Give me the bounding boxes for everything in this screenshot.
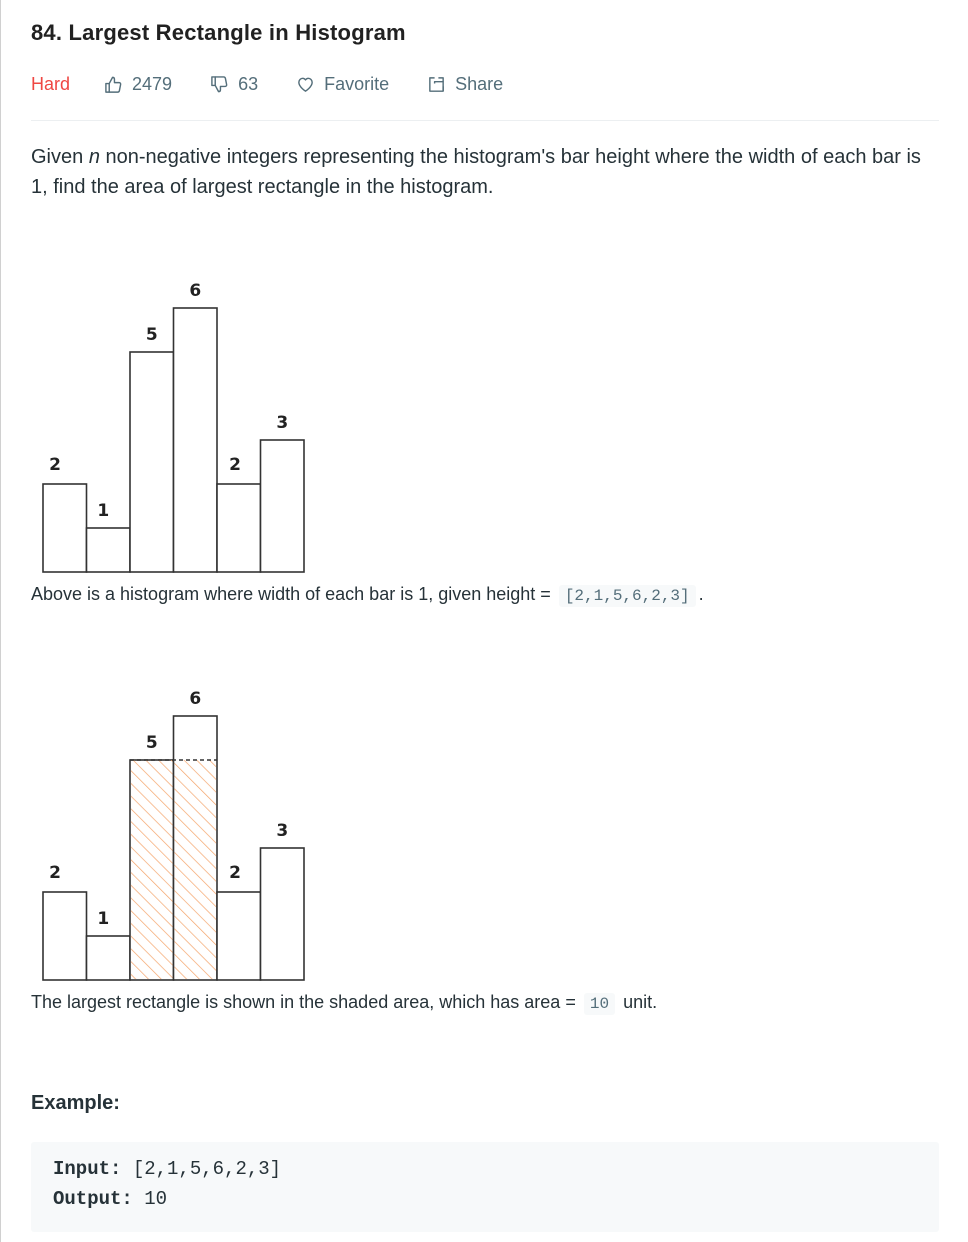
histogram-bar-1 — [42, 483, 88, 573]
share-label: Share — [455, 73, 504, 94]
shaded-area-segment-3 — [131, 760, 173, 979]
histogram-bar-6 — [259, 439, 305, 573]
caption-2-text: The largest rectangle is shown in the sh… — [31, 992, 576, 1012]
example-heading: Example: — [31, 1092, 120, 1114]
like-count: 2479 — [132, 73, 173, 94]
favorite-button[interactable]: Favorite — [296, 74, 389, 95]
histogram-bar-6 — [259, 847, 305, 981]
caption-2-code: 10 — [583, 993, 616, 1015]
caption-1-end: . — [698, 584, 704, 604]
histogram-bar-label-3: 5 — [146, 733, 158, 753]
histogram-bar-2 — [85, 527, 131, 573]
histogram-bar-label-5: 2 — [229, 455, 241, 475]
histogram-bar-label-6: 3 — [276, 413, 288, 433]
caption-1-code: [2,1,5,6,2,3] — [558, 585, 696, 607]
problem-title: 84. Largest Rectangle in Histogram — [31, 20, 406, 45]
histogram-caption-2: The largest rectangle is shown in the sh… — [31, 992, 658, 1015]
histogram-bar-label-4: 6 — [189, 281, 201, 301]
difficulty-badge: Hard — [31, 73, 71, 94]
histogram-caption-1: Above is a histogram where width of each… — [31, 584, 704, 607]
histogram-bar-2 — [85, 935, 131, 981]
histogram-bar-5 — [216, 483, 262, 573]
histogram-bar-1 — [42, 891, 88, 981]
histogram-bar-label-6: 3 — [276, 821, 288, 841]
like-button[interactable]: 2479 — [104, 74, 172, 95]
histogram-bar-label-3: 5 — [146, 325, 158, 345]
example-output-label: Output: — [53, 1188, 133, 1210]
example-output-line: Output: 10 — [53, 1188, 167, 1210]
histogram-figure-1: 2 1 5 6 2 3 — [42, 281, 305, 573]
caption-1-text: Above is a histogram where width of each… — [31, 584, 551, 604]
thumbs-up-icon — [105, 76, 122, 93]
favorite-label: Favorite — [324, 73, 390, 94]
histogram-bar-3 — [129, 351, 175, 573]
histogram-bar-label-5: 2 — [229, 863, 241, 883]
heart-icon — [298, 77, 313, 92]
example-output-value: 10 — [132, 1188, 168, 1210]
example-input-label: Input: — [53, 1158, 122, 1180]
histogram-figure-2: 2 1 5 6 2 3 — [42, 689, 305, 981]
description-text-start: Given — [31, 146, 89, 168]
dislike-button[interactable]: 63 — [210, 74, 258, 95]
histogram-bar-label-1: 2 — [49, 455, 61, 475]
histogram-bar-5 — [216, 891, 262, 981]
example-input-value: [2,1,5,6,2,3] — [121, 1158, 282, 1180]
share-button[interactable]: Share — [427, 74, 503, 95]
problem-description: Given n non-negative integers representi… — [31, 142, 939, 202]
histogram-bar-label-2: 1 — [97, 909, 109, 929]
description-variable-n: n — [88, 146, 100, 168]
description-text-end: non-negative integers representing the h… — [31, 146, 921, 198]
histogram-bar-label-1: 2 — [49, 863, 61, 883]
shaded-area-segment-4 — [174, 760, 216, 979]
dislike-count: 63 — [238, 73, 259, 94]
histogram-bar-label-2: 1 — [97, 501, 109, 521]
caption-2-end: unit. — [623, 992, 658, 1012]
histogram-bar-4 — [172, 307, 218, 573]
example-code-block: Input: [2,1,5,6,2,3] Output: 10 — [31, 1142, 939, 1232]
header-divider — [31, 120, 939, 121]
example-input-line: Input: [2,1,5,6,2,3] — [53, 1158, 281, 1180]
histogram-bar-label-4: 6 — [189, 689, 201, 709]
thumbs-down-icon — [211, 75, 228, 92]
problem-meta-bar: Hard 2479 63 Favorite — [31, 71, 541, 97]
share-icon — [429, 76, 444, 92]
